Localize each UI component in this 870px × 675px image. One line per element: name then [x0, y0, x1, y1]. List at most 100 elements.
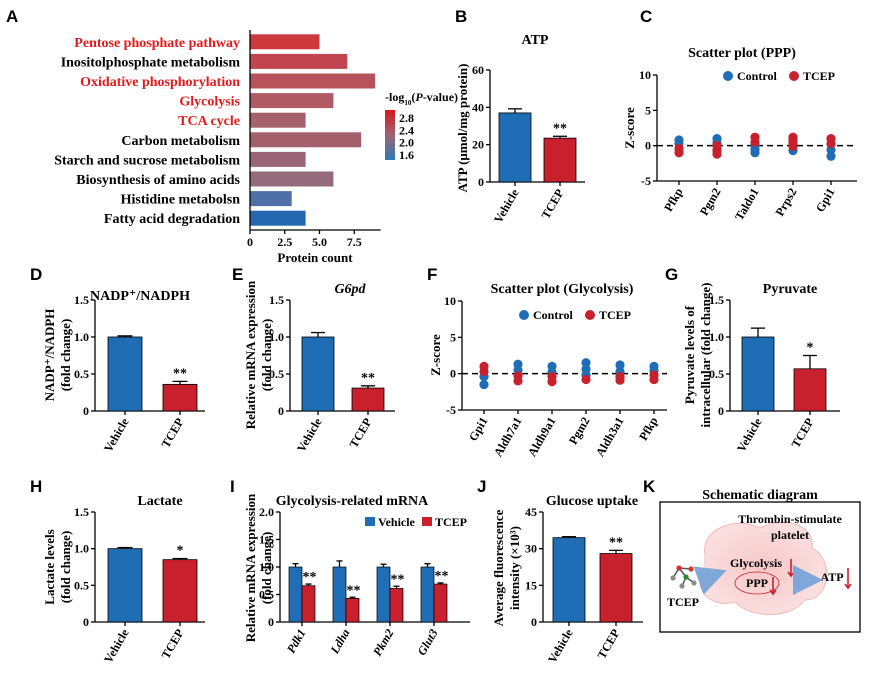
- panel-H-bar: [107, 548, 143, 623]
- panel-F-tcep-point: [649, 374, 659, 385]
- panel-F-ylabel: Z-score: [428, 334, 443, 376]
- panel-F-x-tick-label: Aldh3a1: [593, 415, 627, 460]
- panel-I-significance: **: [347, 583, 361, 598]
- panel-F-title: Scatter plot (Glycolysis): [491, 282, 634, 297]
- panel-C-x-tick-label: Pfkp: [661, 185, 686, 214]
- panel-A-legend-tick: 1.6: [399, 148, 414, 162]
- schematic-atp: ATP: [820, 570, 843, 584]
- pathway-bar: [250, 93, 334, 109]
- pathway-label: Histidine metabolsn: [121, 193, 241, 208]
- schematic-decrease-arrowhead: [769, 589, 777, 596]
- panel-label-D: D: [30, 265, 42, 284]
- pathway-bar: [250, 112, 306, 128]
- panel-I-y-tick-label: 1.0: [259, 560, 274, 574]
- panel-I-tcep-bar: [433, 583, 448, 623]
- pathway-label: TCA cycle: [178, 114, 240, 129]
- panel-label-H: H: [30, 477, 42, 496]
- panel-B-ylabel: ATP (μmol/mg protein): [455, 64, 470, 193]
- panel-E-y-tick-label: 1.5: [269, 293, 284, 307]
- panel-F-legend-tcep-marker: [585, 310, 595, 320]
- panel-I-y-tick-label: 0.5: [259, 588, 274, 602]
- panel-C-x-tick-label: Pgm2: [697, 186, 724, 218]
- panel-J-bar: [552, 537, 586, 623]
- panel-H-title: Lactate: [137, 494, 182, 509]
- panel-C-legend-control-marker: [723, 71, 733, 81]
- panel-F-x-tick-label: Gpi1: [466, 415, 491, 444]
- schematic-glycolysis: Glycolysis: [730, 556, 782, 570]
- panel-A-legend-tick: 2.0: [399, 136, 414, 150]
- panel-G-significance: *: [807, 341, 814, 356]
- panel-E-x-tick-label: TCEP: [346, 416, 374, 451]
- panel-B-significance: **: [553, 121, 567, 136]
- panel-J-bar: [599, 553, 633, 623]
- panel-F-tcep-point: [547, 377, 557, 387]
- pathway-label: Oxidative phosphorylation: [80, 75, 240, 90]
- panel-E-y-tick-label: 1.0: [269, 330, 284, 344]
- panel-C-tcep-point: [712, 149, 722, 159]
- panel-C-control-point: [826, 145, 836, 155]
- panel-A-color-scale: [385, 110, 395, 160]
- pathway-label: Starch and sucrose metabolism: [54, 153, 240, 168]
- panel-C-x-tick-label: Gpi1: [813, 186, 838, 215]
- panel-G-y-tick-label: 0.5: [709, 367, 724, 381]
- panel-I-vehicle-bar: [288, 566, 303, 623]
- panel-D-ylabel: NADP⁺/NADPH: [42, 309, 57, 402]
- panel-J-y-tick-label: 0: [531, 615, 537, 629]
- panel-F-tcep-point: [479, 366, 489, 377]
- pathway-label: Fatty acid degradation: [104, 212, 240, 227]
- panel-B-y-tick-label: 20: [472, 138, 484, 152]
- panel-I-title: Glycolysis-related mRNA: [276, 494, 429, 509]
- panel-label-I: I: [230, 477, 235, 496]
- schematic-ppp: PPP: [746, 576, 768, 590]
- tcep-molecule-atom: [676, 565, 682, 571]
- panel-F-legend-tcep: TCEP: [599, 308, 631, 322]
- panel-F-legend-control-marker: [519, 310, 529, 320]
- panel-D-y-tick-label: 0: [83, 404, 89, 418]
- panel-H-y-tick-label: 1.5: [74, 505, 89, 519]
- panel-label-A: A: [6, 7, 18, 26]
- panel-E-y-tick-label: 0.5: [269, 367, 284, 381]
- panel-A-x-tick-label: 0: [247, 235, 253, 249]
- panel-B-y-tick-label: 0: [478, 175, 484, 189]
- panel-D-bar: [107, 336, 143, 412]
- pathway-bar: [250, 191, 292, 207]
- panel-H-x-tick-label: TCEP: [158, 627, 186, 662]
- panel-D-x-tick-label: TCEP: [158, 416, 186, 451]
- panel-C-x-tick-label: Taldo1: [732, 186, 762, 223]
- schematic-decrease-arrowhead: [844, 583, 852, 590]
- panel-G-y-tick-label: 0: [718, 404, 724, 418]
- panel-J-ylabel-2: intensity (×10³): [507, 526, 522, 610]
- panel-I-significance: **: [391, 572, 405, 587]
- panel-A-legend-title: -log10(P-value): [385, 90, 458, 107]
- panel-D-y-tick-label: 1.5: [74, 293, 89, 307]
- panel-B-y-tick-label: 40: [472, 100, 484, 114]
- pathway-bar: [250, 132, 362, 148]
- panel-E-y-tick-label: 0: [278, 404, 284, 418]
- panel-F-y-tick-label: 5: [450, 330, 456, 344]
- panel-I-x-tick-label: Glut3: [414, 627, 440, 658]
- panel-I-vehicle-bar: [332, 566, 347, 623]
- panel-D-y-tick-label: 0.5: [74, 367, 89, 381]
- pathway-bar: [250, 171, 334, 187]
- panel-G-bar: [793, 368, 827, 412]
- panel-I-ylabel-2: (fold change): [259, 532, 274, 605]
- panel-F-x-tick-label: Aldh7a1: [491, 415, 525, 460]
- panel-E-ylabel: Relative mRNA expression: [243, 280, 258, 429]
- panel-E-bar: [351, 387, 385, 412]
- panel-I-x-tick-label: Ldha: [327, 627, 353, 657]
- panel-K-title: Schematic diagram: [702, 488, 818, 503]
- panel-J-y-tick-label: 15: [525, 578, 537, 592]
- panel-I-x-tick-label: Pdk1: [284, 627, 309, 656]
- panel-J-title: Glucose uptake: [546, 494, 638, 509]
- panel-H-significance: *: [177, 544, 184, 559]
- schematic-ppp-ring: [734, 571, 780, 595]
- panel-I-ylabel: Relative mRNA expression: [243, 493, 258, 642]
- schematic-frame: [659, 501, 861, 633]
- panel-A-legend-tick: 2.8: [399, 111, 414, 125]
- panel-B-bar: [498, 112, 532, 183]
- panel-C-control-point: [826, 151, 836, 161]
- panel-G-bar: [741, 336, 775, 412]
- panel-I-significance: **: [435, 569, 449, 584]
- tcep-molecule-atom: [670, 575, 676, 581]
- panel-E-title: G6pd: [334, 282, 366, 297]
